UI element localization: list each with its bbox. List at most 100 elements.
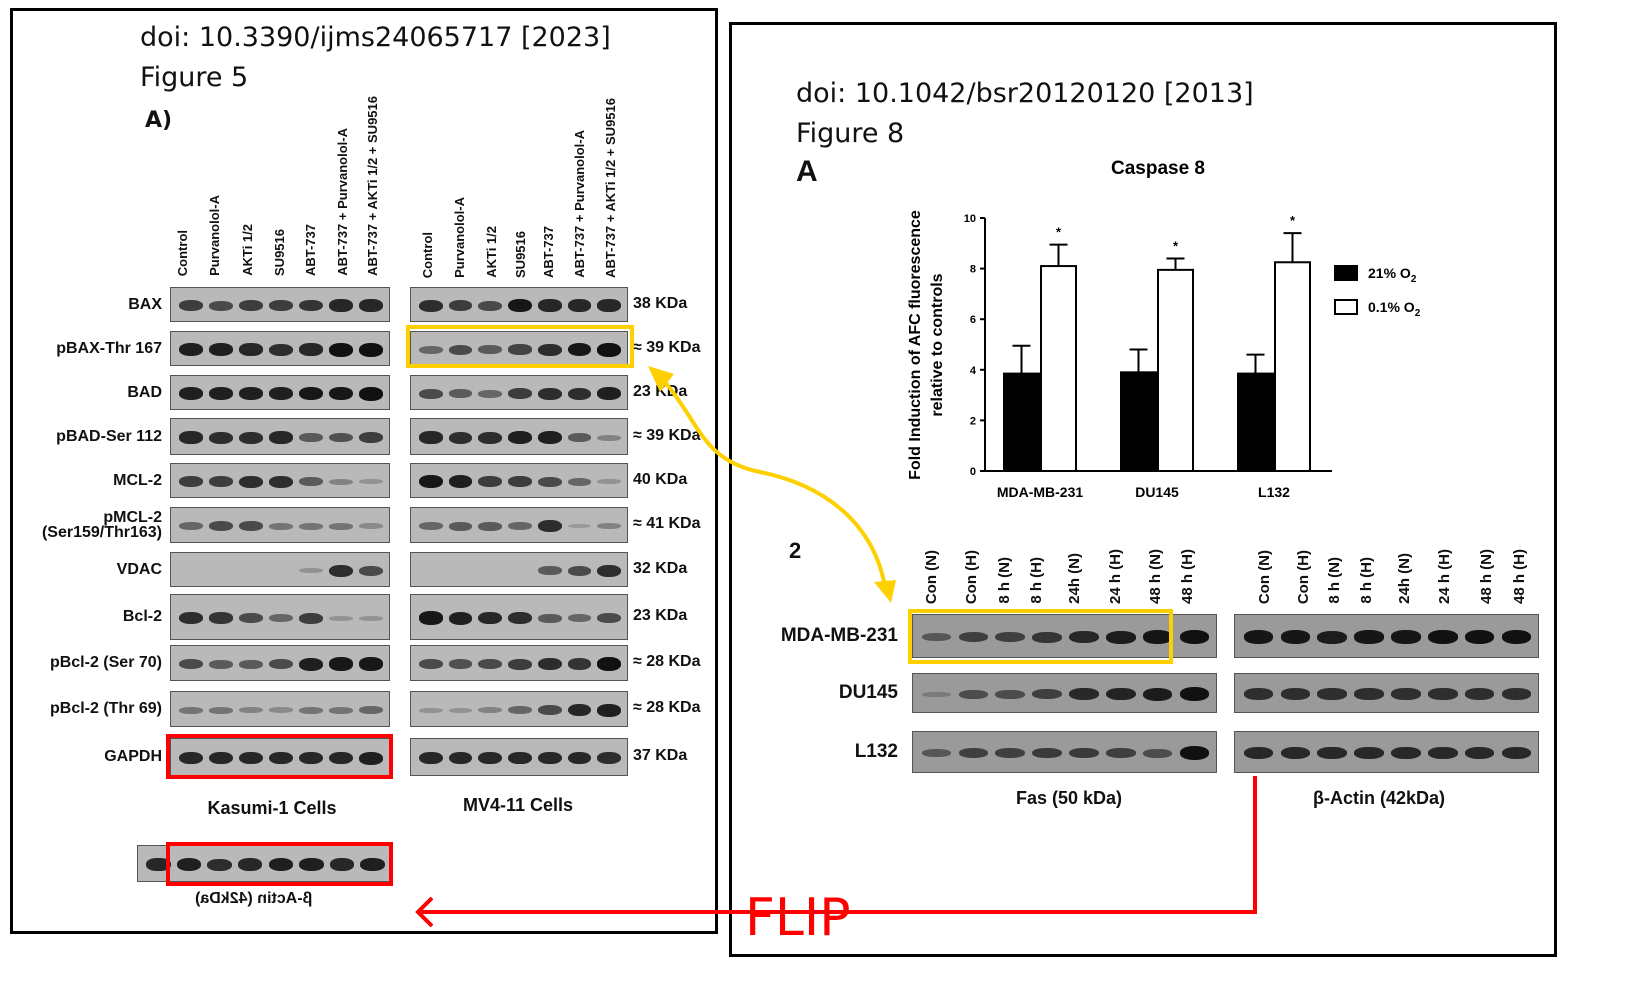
blot-band: [329, 432, 353, 443]
blot-band: [1317, 630, 1347, 644]
legend-swatch: [1334, 265, 1358, 281]
kasumi-blot: [170, 331, 390, 366]
blot-band: [508, 344, 532, 355]
significance-marker: *: [1173, 238, 1179, 253]
protein-name: pBAX-Thr 167: [56, 339, 162, 357]
blot-band: [239, 300, 263, 311]
blot-band: [209, 706, 233, 714]
y-tick-label: 0: [970, 466, 976, 478]
protein-label: GAPDH: [104, 748, 162, 765]
blot-band: [179, 659, 203, 669]
blot-band: [567, 565, 592, 576]
blot-band: [448, 389, 473, 398]
protein-name: VDAC: [116, 560, 162, 578]
blot-band: [418, 474, 443, 489]
blot-band: [179, 300, 203, 311]
blot-band: [1069, 747, 1099, 759]
blot-band: [921, 749, 952, 757]
blot-band: [299, 477, 323, 486]
right-figure-frame: [729, 22, 1557, 957]
blot-band: [1280, 630, 1311, 644]
protein-name: pBcl-2 (Ser 70): [49, 654, 162, 671]
blot-band: [146, 858, 171, 871]
mv4-blot: [410, 463, 628, 498]
blot-band: [329, 564, 353, 577]
blot-band: [359, 299, 383, 312]
blot-band: [359, 751, 383, 765]
blot-band: [209, 521, 233, 531]
blot-band: [448, 521, 473, 531]
blot-band: [1243, 747, 1274, 759]
blot-band: [359, 342, 383, 357]
blot-band: [508, 658, 532, 670]
gapdh-red-highlight: [166, 734, 393, 779]
blot-band: [537, 520, 562, 532]
blot-band: [329, 478, 353, 485]
blot-band: [537, 658, 562, 670]
blot-band: [418, 345, 443, 354]
blot-band: [1069, 688, 1099, 700]
blot-band: [1391, 747, 1421, 759]
kasumi-blot: [170, 507, 390, 543]
blot-band: [179, 612, 203, 624]
protein-site: (Ser159/Thr163): [41, 524, 162, 541]
pbax-yellow-highlight: [406, 325, 634, 368]
blot-band: [239, 343, 263, 356]
blot-band: [359, 523, 383, 529]
blot-band: [209, 659, 233, 669]
blot-band: [269, 475, 293, 488]
blot-band: [418, 388, 443, 399]
blot-band: [597, 657, 622, 671]
blot-band: [179, 476, 203, 487]
sub-panel-label: 2: [789, 538, 802, 563]
blot-band: [537, 299, 562, 312]
blot-band: [359, 615, 383, 621]
category-label: MDA-MB-231: [997, 484, 1084, 500]
blot-band: [269, 300, 293, 311]
significance-marker: *: [1290, 213, 1296, 228]
blot-band: [1428, 630, 1458, 644]
blot-band: [176, 858, 202, 871]
blot-band: [597, 613, 622, 623]
blot-band: [597, 434, 622, 441]
kasumi-blot: [170, 645, 390, 681]
blot-band: [508, 706, 532, 714]
blot-band: [478, 431, 503, 444]
blot-band: [299, 299, 323, 312]
blot-band: [1243, 630, 1274, 644]
blot-band: [359, 432, 383, 443]
blot-band: [567, 477, 592, 486]
left-panel-label: A): [145, 108, 173, 133]
mv4-blot: [410, 691, 628, 727]
blot-band: [1501, 747, 1532, 759]
protein-name: GAPDH: [104, 748, 162, 765]
blot-band: [958, 632, 989, 642]
blot-band: [299, 343, 323, 356]
blot-band: [567, 299, 592, 312]
blot-band: [508, 388, 532, 399]
blot-band: [1179, 630, 1210, 644]
blot-band: [329, 299, 353, 312]
blot-band: [478, 345, 503, 354]
y-tick-label: 8: [970, 264, 976, 276]
mv4-blot: [410, 375, 628, 410]
blot-band: [239, 387, 263, 400]
mv4-blot: [410, 287, 628, 322]
y-axis-label: Fold Induction of AFC fluorescence: [907, 210, 924, 480]
blot-band: [508, 431, 532, 444]
blot-band: [209, 751, 233, 765]
kasumi-blot: [170, 594, 390, 640]
mv4-blot: [410, 594, 628, 640]
protein-label: MCL-2: [113, 472, 162, 488]
blot-band: [268, 858, 294, 871]
left-doi: doi: 10.3390/ijms24065717 [2023]: [140, 22, 611, 53]
blot-band: [299, 386, 323, 401]
protein-label: pBAX-Thr 167: [56, 339, 162, 357]
blot-band: [239, 431, 263, 444]
blot-band: [329, 522, 353, 530]
protein-name: BAX: [128, 295, 162, 313]
molecular-weight: ≈ 28 KDa: [633, 653, 701, 670]
y-axis-label: relative to controls: [929, 273, 946, 416]
mv4-blot: [410, 418, 628, 455]
